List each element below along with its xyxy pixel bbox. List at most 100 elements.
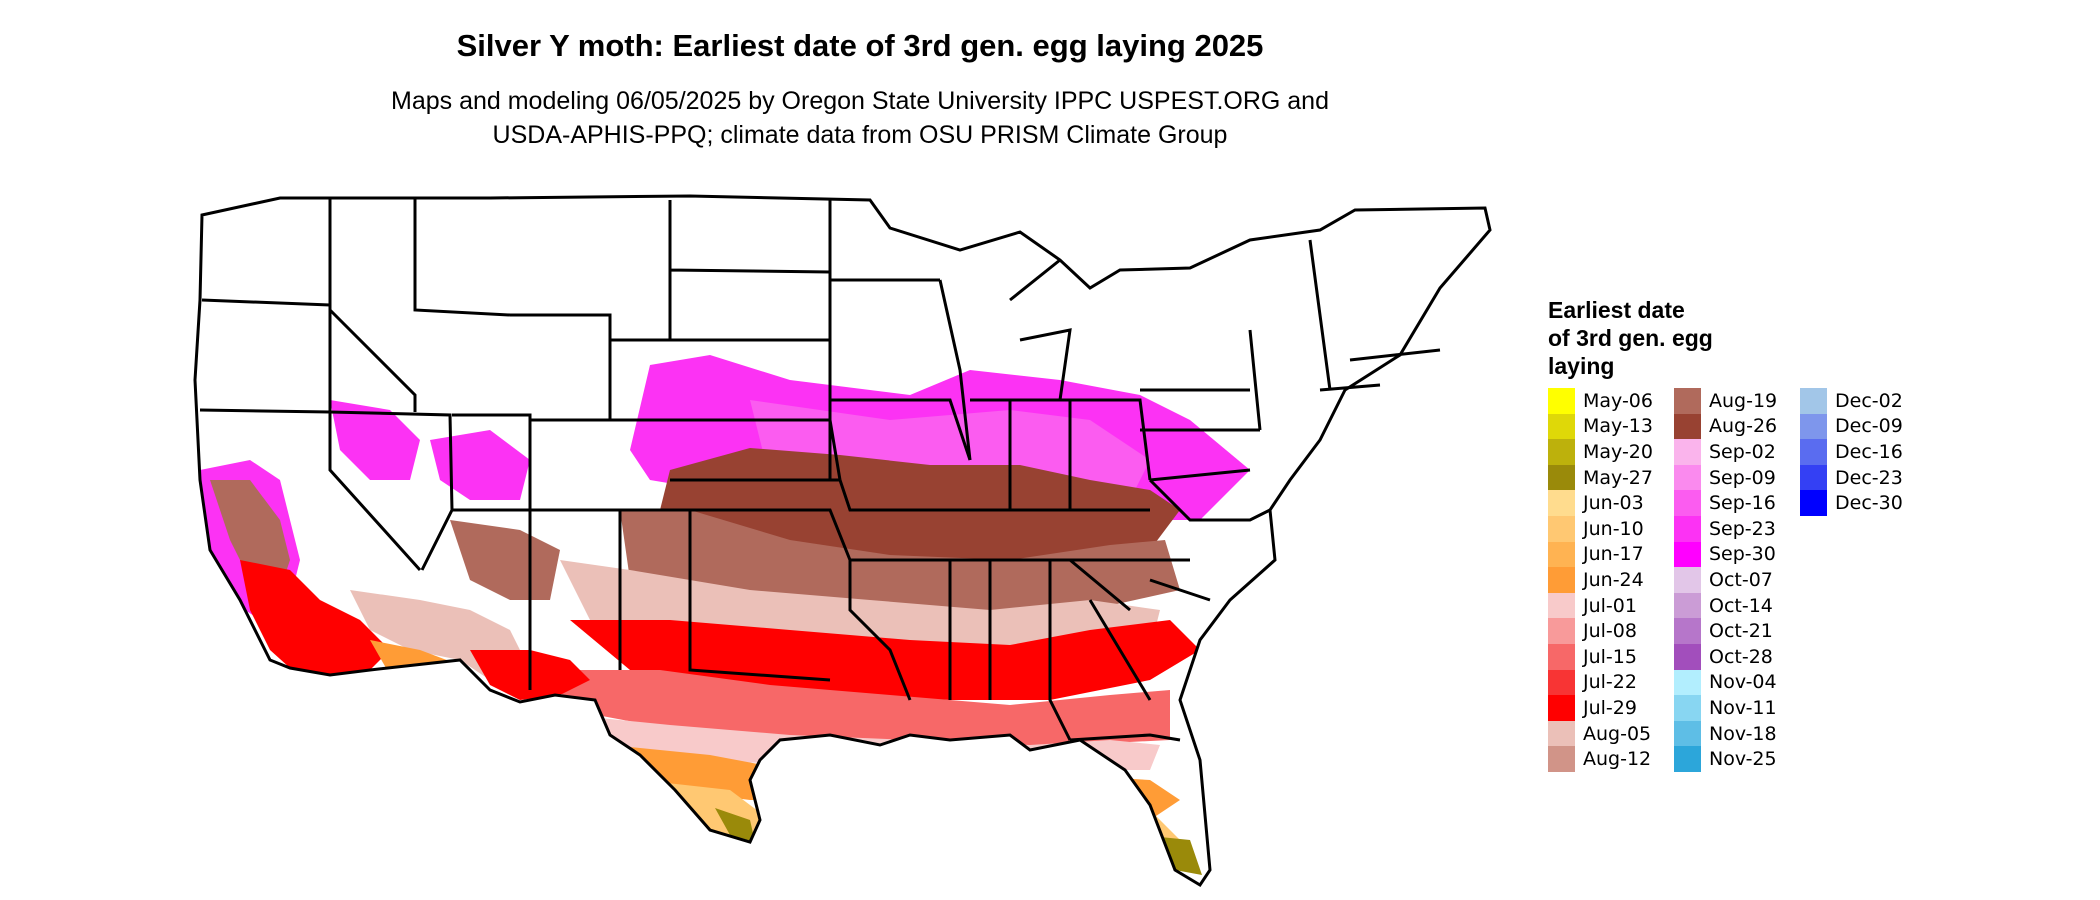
- subtitle-line-1: Maps and modeling 06/05/2025 by Oregon S…: [391, 87, 1329, 115]
- legend-item: Oct-14: [1674, 592, 1800, 619]
- legend-label: Oct-14: [1709, 594, 1773, 617]
- legend-column: Dec-02 Dec-09 Dec-16 Dec-23 Dec-30: [1800, 388, 1926, 772]
- legend-item: Jun-10: [1548, 515, 1674, 542]
- legend-column: May-06 May-13 May-20 May-27 Jun-03 Jun-10 Jun-…: [1548, 388, 1674, 772]
- legend: Earliest date of 3rd gen. egg laying May…: [1548, 296, 1926, 772]
- state-line-mt: [413, 198, 511, 317]
- legend-item: Sep-30: [1674, 541, 1800, 568]
- state-line-ca-nv: [328, 412, 422, 572]
- legend-swatch: [1548, 592, 1575, 619]
- legend-swatch: [1674, 746, 1701, 772]
- legend-item: Aug-05: [1548, 720, 1674, 747]
- zone-jul-15: [550, 670, 1170, 745]
- legend-item: Sep-16: [1674, 490, 1800, 516]
- legend-swatch: [1800, 490, 1827, 516]
- legend-label: Oct-28: [1709, 645, 1773, 668]
- state-line-mn-ia: [830, 278, 972, 461]
- legend-label: Sep-23: [1709, 517, 1776, 540]
- legend-swatch: [1674, 695, 1701, 721]
- legend-label: Nov-18: [1709, 722, 1777, 745]
- legend-item: Dec-30: [1800, 490, 1926, 516]
- legend-swatch: [1674, 618, 1701, 644]
- legend-label: May-06: [1583, 389, 1653, 412]
- legend-item: Jul-29: [1548, 695, 1674, 721]
- zone-interior-sep-30: [330, 400, 530, 500]
- legend-item: May-13: [1548, 413, 1674, 440]
- legend-label: Dec-30: [1835, 492, 1903, 515]
- legend-label: Jun-24: [1583, 568, 1644, 591]
- legend-swatch: [1548, 413, 1575, 440]
- map-title: Silver Y moth: Earliest date of 3rd gen.…: [456, 28, 1264, 63]
- state-line-pa-ny: [1140, 388, 1260, 482]
- legend-item: Aug-12: [1548, 746, 1674, 772]
- state-line-va-wv: [1148, 478, 1271, 522]
- legend-label: Sep-02: [1709, 440, 1776, 463]
- legend-label: May-20: [1583, 440, 1653, 463]
- legend-title-line-1: Earliest date: [1548, 297, 1685, 323]
- legend-label: Jul-08: [1583, 620, 1637, 643]
- legend-swatch: [1548, 541, 1575, 568]
- subtitle-line-2: USDA-APHIS-PPQ; climate data from OSU PR…: [492, 121, 1228, 149]
- state-line-wy-co: [510, 313, 670, 422]
- state-line-nv-az: [329, 410, 454, 571]
- legend-item: May-27: [1548, 464, 1674, 491]
- legend-item: Dec-09: [1800, 413, 1926, 440]
- legend-label: Dec-16: [1835, 440, 1903, 463]
- legend-label: Nov-11: [1709, 696, 1777, 719]
- legend-label: Jul-29: [1583, 696, 1637, 719]
- legend-swatch: [1674, 669, 1701, 696]
- legend-item: Oct-28: [1674, 643, 1800, 670]
- legend-columns: May-06 May-13 May-20 May-27 Jun-03 Jun-10 Jun-…: [1548, 388, 1926, 772]
- legend-label: Aug-05: [1583, 722, 1652, 745]
- state-line-wa-or: [201, 298, 331, 307]
- legend-swatch: [1800, 413, 1827, 440]
- state-boundaries: [193, 194, 1492, 887]
- zone-west-jul-29: [240, 560, 390, 675]
- legend-swatch: [1548, 720, 1575, 747]
- legend-swatch: [1548, 388, 1575, 414]
- legend-item: Dec-23: [1800, 464, 1926, 491]
- legend-swatch: [1674, 567, 1701, 593]
- legend-item: Dec-16: [1800, 439, 1926, 465]
- legend-label: Jun-17: [1583, 543, 1644, 566]
- legend-item: Jun-03: [1548, 490, 1674, 516]
- legend-item: Jun-17: [1548, 541, 1674, 568]
- state-line-ut: [452, 413, 532, 510]
- legend-label: Jul-15: [1583, 645, 1637, 668]
- legend-item: May-20: [1548, 439, 1674, 465]
- legend-swatch: [1548, 490, 1575, 516]
- legend-title-line-3: laying: [1548, 353, 1615, 379]
- legend-label: Dec-23: [1835, 466, 1903, 489]
- legend-swatch: [1800, 388, 1827, 414]
- legend-item: Aug-19: [1674, 388, 1800, 414]
- legend-swatch: [1548, 643, 1575, 670]
- state-line-fl: [1069, 733, 1181, 742]
- legend-label: Sep-09: [1709, 466, 1776, 489]
- legend-swatch: [1548, 515, 1575, 542]
- legend-swatch: [1674, 388, 1701, 414]
- legend-label: May-27: [1583, 466, 1653, 489]
- map-subtitle: Maps and modeling 06/05/2025 by Oregon S…: [0, 84, 1720, 152]
- legend-swatch: [1548, 439, 1575, 465]
- legend-swatch: [1674, 413, 1701, 440]
- legend-item: Nov-25: [1674, 746, 1800, 772]
- state-line-mo-ar: [838, 479, 980, 701]
- legend-swatch: [1548, 695, 1575, 721]
- legend-swatch: [1674, 464, 1701, 491]
- legend-item: Jun-24: [1548, 567, 1674, 593]
- legend-swatch: [1800, 439, 1827, 465]
- legend-swatch: [1674, 592, 1701, 619]
- legend-swatch: [1674, 643, 1701, 670]
- state-line-new-england: [1248, 239, 1441, 431]
- legend-swatch: [1674, 439, 1701, 465]
- legend-item: Jul-15: [1548, 643, 1674, 670]
- zone-interior-aug-19: [450, 520, 560, 600]
- legend-label: Aug-19: [1709, 389, 1778, 412]
- legend-item: Oct-21: [1674, 618, 1800, 644]
- legend-item: Jul-08: [1548, 618, 1674, 644]
- legend-title: Earliest date of 3rd gen. egg laying: [1548, 296, 1788, 380]
- us-map: [190, 180, 1520, 900]
- legend-label: May-13: [1583, 415, 1653, 438]
- legend-label: Dec-02: [1835, 389, 1903, 412]
- zone-west-aug-19: [210, 480, 290, 590]
